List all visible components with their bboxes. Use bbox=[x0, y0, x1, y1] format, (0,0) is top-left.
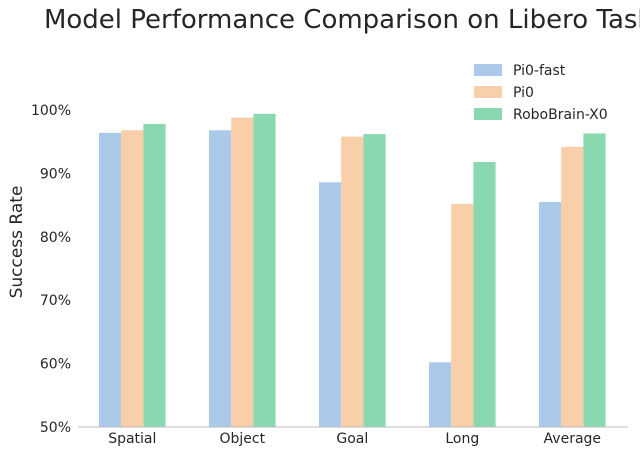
x-tick-label: Spatial bbox=[108, 431, 156, 447]
legend: Pi0-fast Pi0 RoboBrain-X0 bbox=[474, 63, 608, 123]
y-tick-label: 50% bbox=[40, 420, 71, 436]
bar-pi0-long bbox=[451, 203, 474, 427]
y-tick-label: 70% bbox=[40, 293, 71, 309]
bar-pi0-object bbox=[231, 117, 254, 427]
y-tick-label: 90% bbox=[40, 166, 71, 182]
x-tick-label: Long bbox=[445, 431, 479, 447]
bar-pi0-average bbox=[561, 146, 584, 427]
legend-label: Pi0-fast bbox=[513, 63, 566, 79]
bar-robobrain-x0-object bbox=[253, 113, 276, 427]
bar-robobrain-x0-goal bbox=[363, 134, 386, 428]
x-tick-label: Object bbox=[219, 431, 265, 447]
chart-title: Model Performance Comparison on Libero T… bbox=[44, 5, 640, 35]
bar-robobrain-x0-average bbox=[583, 133, 606, 427]
bars-layer bbox=[99, 113, 606, 428]
bar-pi0-fast-spatial bbox=[99, 132, 122, 427]
y-tick-label: 80% bbox=[40, 230, 71, 246]
y-axis-label: Success Rate bbox=[7, 186, 27, 299]
y-axis-ticks: 50% 60% 70% 80% 90% 100% bbox=[31, 103, 71, 436]
bar-pi0-goal bbox=[341, 136, 364, 428]
bar-pi0-fast-goal bbox=[319, 182, 342, 427]
legend-swatch bbox=[474, 108, 502, 120]
x-tick-label: Goal bbox=[336, 431, 368, 447]
legend-label: RoboBrain-X0 bbox=[513, 107, 608, 123]
bar-robobrain-x0-spatial bbox=[143, 123, 166, 427]
x-tick-label: Average bbox=[544, 431, 602, 447]
y-tick-label: 60% bbox=[40, 357, 71, 373]
bar-pi0-fast-long bbox=[429, 362, 452, 427]
y-tick-label: 100% bbox=[31, 103, 71, 119]
bar-pi0-fast-average bbox=[539, 201, 562, 427]
bar-pi0-spatial bbox=[121, 130, 144, 427]
bar-pi0-fast-object bbox=[209, 130, 232, 427]
bar-robobrain-x0-long bbox=[473, 161, 496, 427]
legend-label: Pi0 bbox=[513, 85, 534, 101]
legend-swatch bbox=[474, 86, 502, 98]
x-axis-ticks: Spatial Object Goal Long Average bbox=[108, 431, 601, 447]
legend-swatch bbox=[474, 64, 502, 76]
